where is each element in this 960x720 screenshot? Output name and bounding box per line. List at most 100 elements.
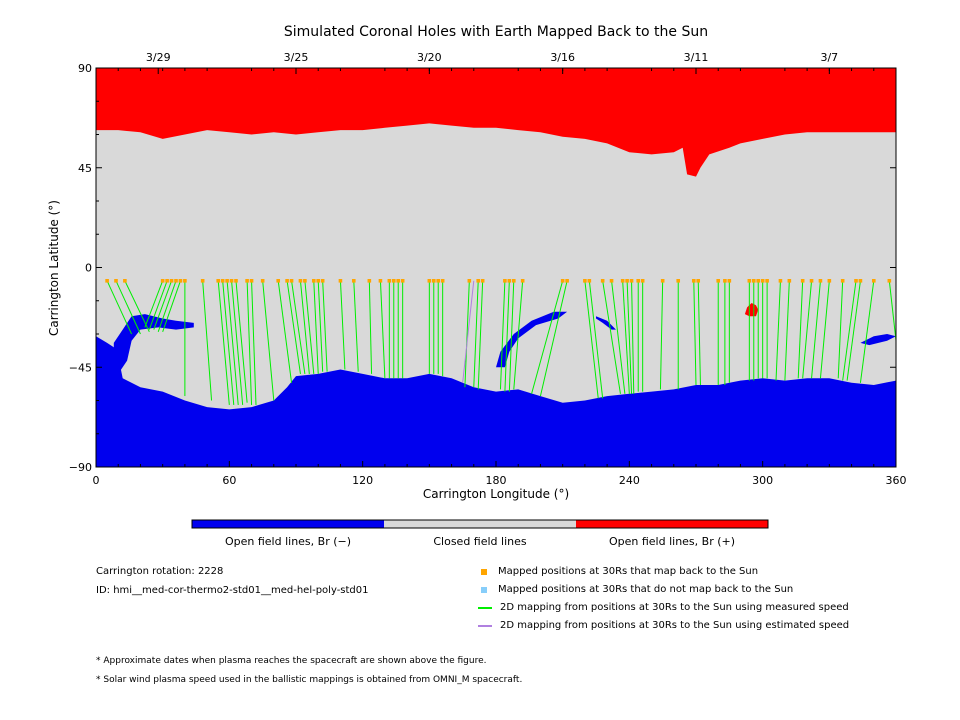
mapping-line-measured <box>222 280 235 405</box>
mapped-point <box>391 279 396 283</box>
mapping-line-measured <box>162 280 181 332</box>
mapped-point <box>303 279 307 283</box>
y-tick-label: 90 <box>78 62 92 75</box>
colorbar-label: Open field lines, Br (−) <box>225 535 351 548</box>
y-tick-label: −90 <box>69 461 92 474</box>
mapped-point <box>691 279 696 283</box>
footnote-speed: * Solar wind plasma speed used in the ba… <box>96 675 523 685</box>
y-tick-label: −45 <box>69 361 92 374</box>
top-date-label: 3/25 <box>284 51 309 64</box>
mapped-point <box>609 279 614 283</box>
colorbar-segment <box>576 520 768 528</box>
legend-square-marker <box>481 586 487 593</box>
mapping-line-measured <box>339 280 346 370</box>
legend-item: 2D mapping from positions at 30Rs to the… <box>478 602 849 613</box>
mapped-point <box>178 279 183 283</box>
mapped-point <box>696 279 701 283</box>
top-date-label: 3/7 <box>820 51 838 64</box>
mapping-line-measured <box>802 280 813 379</box>
legend-item: Mapped positions at 30Rs that do not map… <box>478 584 793 595</box>
colorbar-segment <box>192 520 384 528</box>
mapped-point <box>640 279 645 283</box>
mapping-line-measured <box>784 280 790 381</box>
top-date-label: 3/11 <box>684 51 709 64</box>
mapping-line-measured <box>846 280 861 381</box>
mapping-line-estimated <box>462 280 475 383</box>
mapping-line-measured <box>819 280 830 379</box>
y-tick-label: 0 <box>85 262 92 275</box>
mapping-line-measured <box>368 280 373 374</box>
mapped-point <box>289 279 294 283</box>
carrington-rotation: Carrington rotation: 2228 <box>96 566 224 577</box>
mapping-line-measured <box>473 280 479 388</box>
legend-label: Mapped positions at 30Rs that do not map… <box>498 584 794 595</box>
mapped-point <box>765 279 769 283</box>
top-date-label: 3/20 <box>417 51 442 64</box>
mapping-line-measured <box>157 280 177 332</box>
mapping-line-measured <box>313 280 319 374</box>
mapping-line-measured <box>304 280 315 374</box>
mapping-line-measured <box>588 280 604 399</box>
negative-polarity-extension <box>596 316 616 330</box>
top-date-label: 3/16 <box>550 51 575 64</box>
mapping-line-measured <box>837 280 844 379</box>
mapped-point <box>249 279 254 283</box>
legend-square-marker <box>481 568 487 575</box>
mapping-line-measured <box>499 280 506 390</box>
mapped-point <box>114 279 118 283</box>
mapped-point <box>245 279 249 283</box>
colorbar-label: Closed field lines <box>433 535 527 548</box>
mapped-point <box>467 279 472 283</box>
mapping-line-measured <box>797 280 804 379</box>
mapping-line-measured <box>811 280 821 379</box>
mapped-point <box>165 279 169 283</box>
mapped-point <box>600 279 605 283</box>
mapped-point <box>800 279 805 283</box>
mapped-point <box>660 279 665 283</box>
mapped-point <box>174 279 178 283</box>
mapping-line-measured <box>299 280 310 374</box>
mapped-point <box>105 279 109 283</box>
mapped-point <box>871 279 876 283</box>
mapping-line-measured <box>115 280 141 335</box>
north-coronal-hole <box>96 68 896 177</box>
y-tick-label: 45 <box>78 162 92 175</box>
mapped-point <box>234 279 238 283</box>
mapped-point <box>431 279 436 283</box>
mapped-point <box>367 279 372 283</box>
legend-line-marker <box>478 624 492 627</box>
mapped-point <box>507 279 512 283</box>
mapped-point <box>400 279 405 283</box>
mapping-line-measured <box>124 280 150 332</box>
positive-polarity-island <box>744 303 759 317</box>
mapped-point <box>183 279 187 283</box>
mapping-line-measured <box>202 280 213 401</box>
mapped-point <box>723 279 727 283</box>
negative-polarity-extension <box>496 311 568 368</box>
mapped-point <box>840 279 845 283</box>
mapped-point <box>827 279 832 283</box>
mapped-point <box>229 279 234 283</box>
mapping-line-measured <box>539 280 568 397</box>
mapped-point <box>476 279 481 283</box>
mapping-line-measured <box>231 280 244 405</box>
mapping-line-measured <box>291 280 306 374</box>
mapping-line-measured <box>508 280 515 392</box>
mapping-line-measured <box>775 280 781 381</box>
mapped-point <box>511 279 516 283</box>
top-date-label: 3/29 <box>146 51 171 64</box>
mapped-point <box>858 279 863 283</box>
mapped-point <box>565 279 569 283</box>
mapped-point <box>778 279 783 283</box>
x-tick-label: 360 <box>886 474 907 487</box>
mapping-line-measured <box>611 280 626 394</box>
mapping-line-measured <box>622 280 630 394</box>
mapped-point <box>636 279 641 283</box>
mapping-line-measured <box>286 280 301 374</box>
x-axis-label: Carrington Longitude (°) <box>423 487 569 501</box>
mapping-line-measured <box>513 280 524 390</box>
mapped-point <box>169 279 174 283</box>
mapped-point <box>809 279 814 283</box>
mapped-point <box>727 279 732 283</box>
